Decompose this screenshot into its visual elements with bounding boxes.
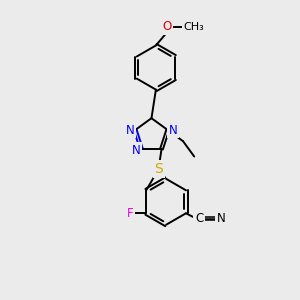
Text: S: S bbox=[154, 162, 163, 176]
Text: N: N bbox=[132, 144, 140, 157]
Text: C: C bbox=[195, 212, 203, 225]
Text: N: N bbox=[126, 124, 134, 136]
Text: F: F bbox=[127, 207, 134, 220]
Text: CH₃: CH₃ bbox=[183, 22, 204, 32]
Text: N: N bbox=[169, 124, 177, 136]
Text: N: N bbox=[217, 212, 226, 225]
Text: O: O bbox=[163, 20, 172, 33]
